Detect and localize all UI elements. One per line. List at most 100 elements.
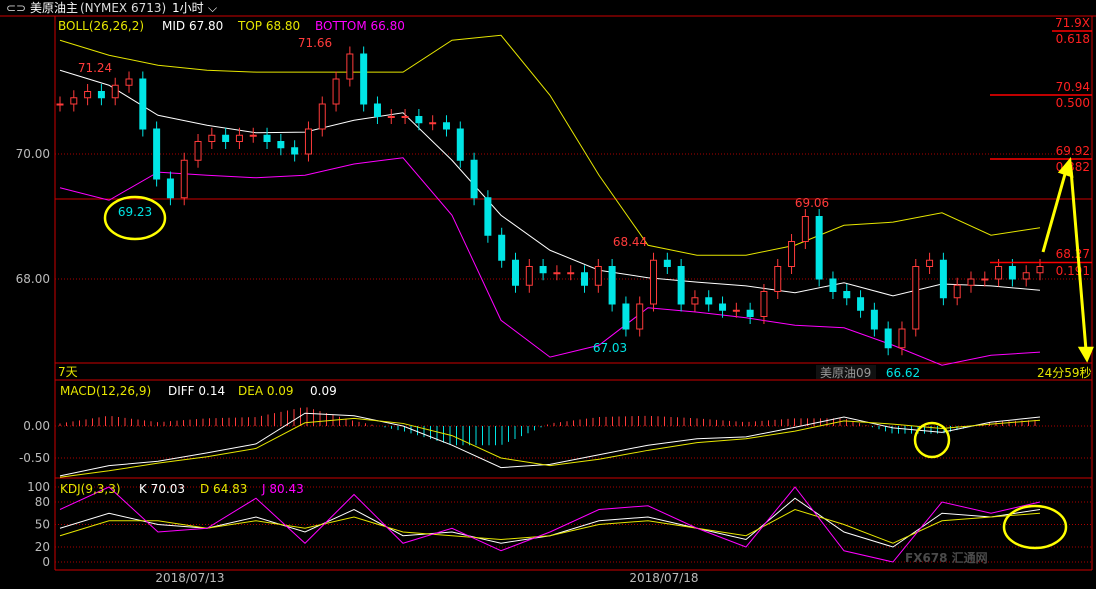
candle [774, 266, 782, 292]
candle [470, 159, 478, 199]
boll-bottom-line [59, 157, 1041, 366]
header: ⊂⊃ 美原油主 (NYMEX 6713) 1小时 ⌵ [6, 1, 217, 15]
candle [318, 103, 326, 130]
candle [939, 259, 947, 299]
price-annotation: 69.06 [795, 196, 829, 210]
candle [953, 284, 961, 299]
link-icon[interactable]: ⊂⊃ [6, 1, 26, 15]
boll-name[interactable]: BOLL(26,26,2) [58, 19, 144, 33]
kdj-y-tick-label: 0 [42, 555, 50, 569]
candle [539, 266, 547, 274]
kdj-y-tick-label: 20 [35, 540, 50, 554]
candle [97, 91, 105, 99]
candle [829, 278, 837, 292]
candle [249, 134, 257, 137]
boll-top: TOP 68.80 [237, 19, 300, 33]
price-annotation: 71.66 [298, 36, 332, 50]
macd-legend: MACD(12,26,9) DIFF 0.14 DEA 0.09 0.09 [60, 384, 337, 398]
candle [235, 134, 243, 142]
x-tick-label: 2018/07/18 [629, 571, 698, 585]
annotation-markers [103, 156, 1094, 550]
candle [981, 278, 989, 281]
chevron-down-icon[interactable]: ⌵ [208, 1, 217, 15]
candle [608, 266, 616, 305]
candle [84, 91, 92, 99]
macd-value: 0.09 [310, 384, 337, 398]
kdj-legend: KDJ(9,3,3) K 70.03 D 64.83 J 80.43 [60, 482, 304, 496]
kdj-k: K 70.03 [139, 482, 185, 496]
candle [912, 266, 920, 330]
candle [277, 141, 285, 149]
candle [332, 78, 340, 105]
candle [222, 134, 230, 142]
period-selector[interactable]: 1小时 [172, 1, 204, 15]
candle [401, 116, 409, 118]
price-annotation: 69.23 [118, 205, 152, 219]
circle-annotation [1002, 504, 1068, 550]
candle [884, 328, 892, 349]
kdj-j-line [59, 486, 1041, 563]
candle [815, 216, 823, 280]
kdj-k-line [59, 497, 1041, 548]
candle [857, 297, 865, 311]
fib-price: 68.27 [1056, 247, 1090, 261]
candle [995, 266, 1003, 280]
candle [525, 266, 533, 286]
candle [1008, 266, 1016, 280]
macd-name[interactable]: MACD(12,26,9) [60, 384, 151, 398]
candle [926, 259, 934, 267]
candle [194, 141, 202, 161]
range-label[interactable]: 7天 [58, 365, 78, 379]
candle [967, 278, 975, 286]
candle [373, 103, 381, 117]
candle [360, 53, 368, 105]
bar-countdown: 24分59秒 [1037, 366, 1092, 380]
candle [387, 116, 395, 118]
boll-mid-line [59, 69, 1041, 297]
candle [498, 234, 506, 261]
boll-legend: BOLL(26,26,2) MID 67.80 TOP 68.80 BOTTOM… [58, 19, 405, 33]
candle [484, 197, 492, 236]
arrow-up-icon [1057, 156, 1074, 178]
price-annotation: 66.62 [886, 366, 920, 380]
boll-bottom: BOTTOM 66.80 [315, 19, 405, 33]
grid-lines [55, 153, 1092, 563]
candle [746, 309, 754, 317]
candle [70, 97, 78, 105]
candle [705, 297, 713, 305]
candle [898, 328, 906, 349]
bollinger-bands [59, 34, 1041, 366]
candle [304, 128, 312, 155]
candle [166, 178, 174, 199]
watermark-logo: FX678 汇通网 [905, 550, 988, 565]
candle [291, 147, 299, 155]
candle [511, 259, 519, 286]
fib-ratio: 0.191 [1056, 264, 1090, 278]
instrument-title: 美原油主 [30, 1, 78, 15]
candle [636, 303, 644, 330]
candle [139, 78, 147, 130]
fib-ratio: 0.618 [1056, 32, 1090, 46]
candle [732, 309, 740, 312]
candle [456, 128, 464, 161]
candle [553, 272, 561, 275]
candle [801, 216, 809, 242]
arrow-up-line [1041, 166, 1069, 253]
candle [691, 297, 699, 305]
candle [429, 122, 437, 125]
candle [153, 128, 161, 180]
macd-dea-line [59, 417, 1041, 478]
macd-dea: DEA 0.09 [238, 384, 294, 398]
kdj-name[interactable]: KDJ(9,3,3) [60, 482, 121, 496]
candle [208, 134, 216, 142]
candle [1022, 272, 1030, 280]
candle [594, 266, 602, 286]
price-annotation: 67.03 [593, 341, 627, 355]
candle [719, 303, 727, 311]
candle [663, 259, 671, 267]
price-annotation: 71.24 [78, 61, 112, 75]
candle [180, 159, 188, 199]
candle [125, 78, 133, 86]
chart-frame [0, 15, 1096, 571]
